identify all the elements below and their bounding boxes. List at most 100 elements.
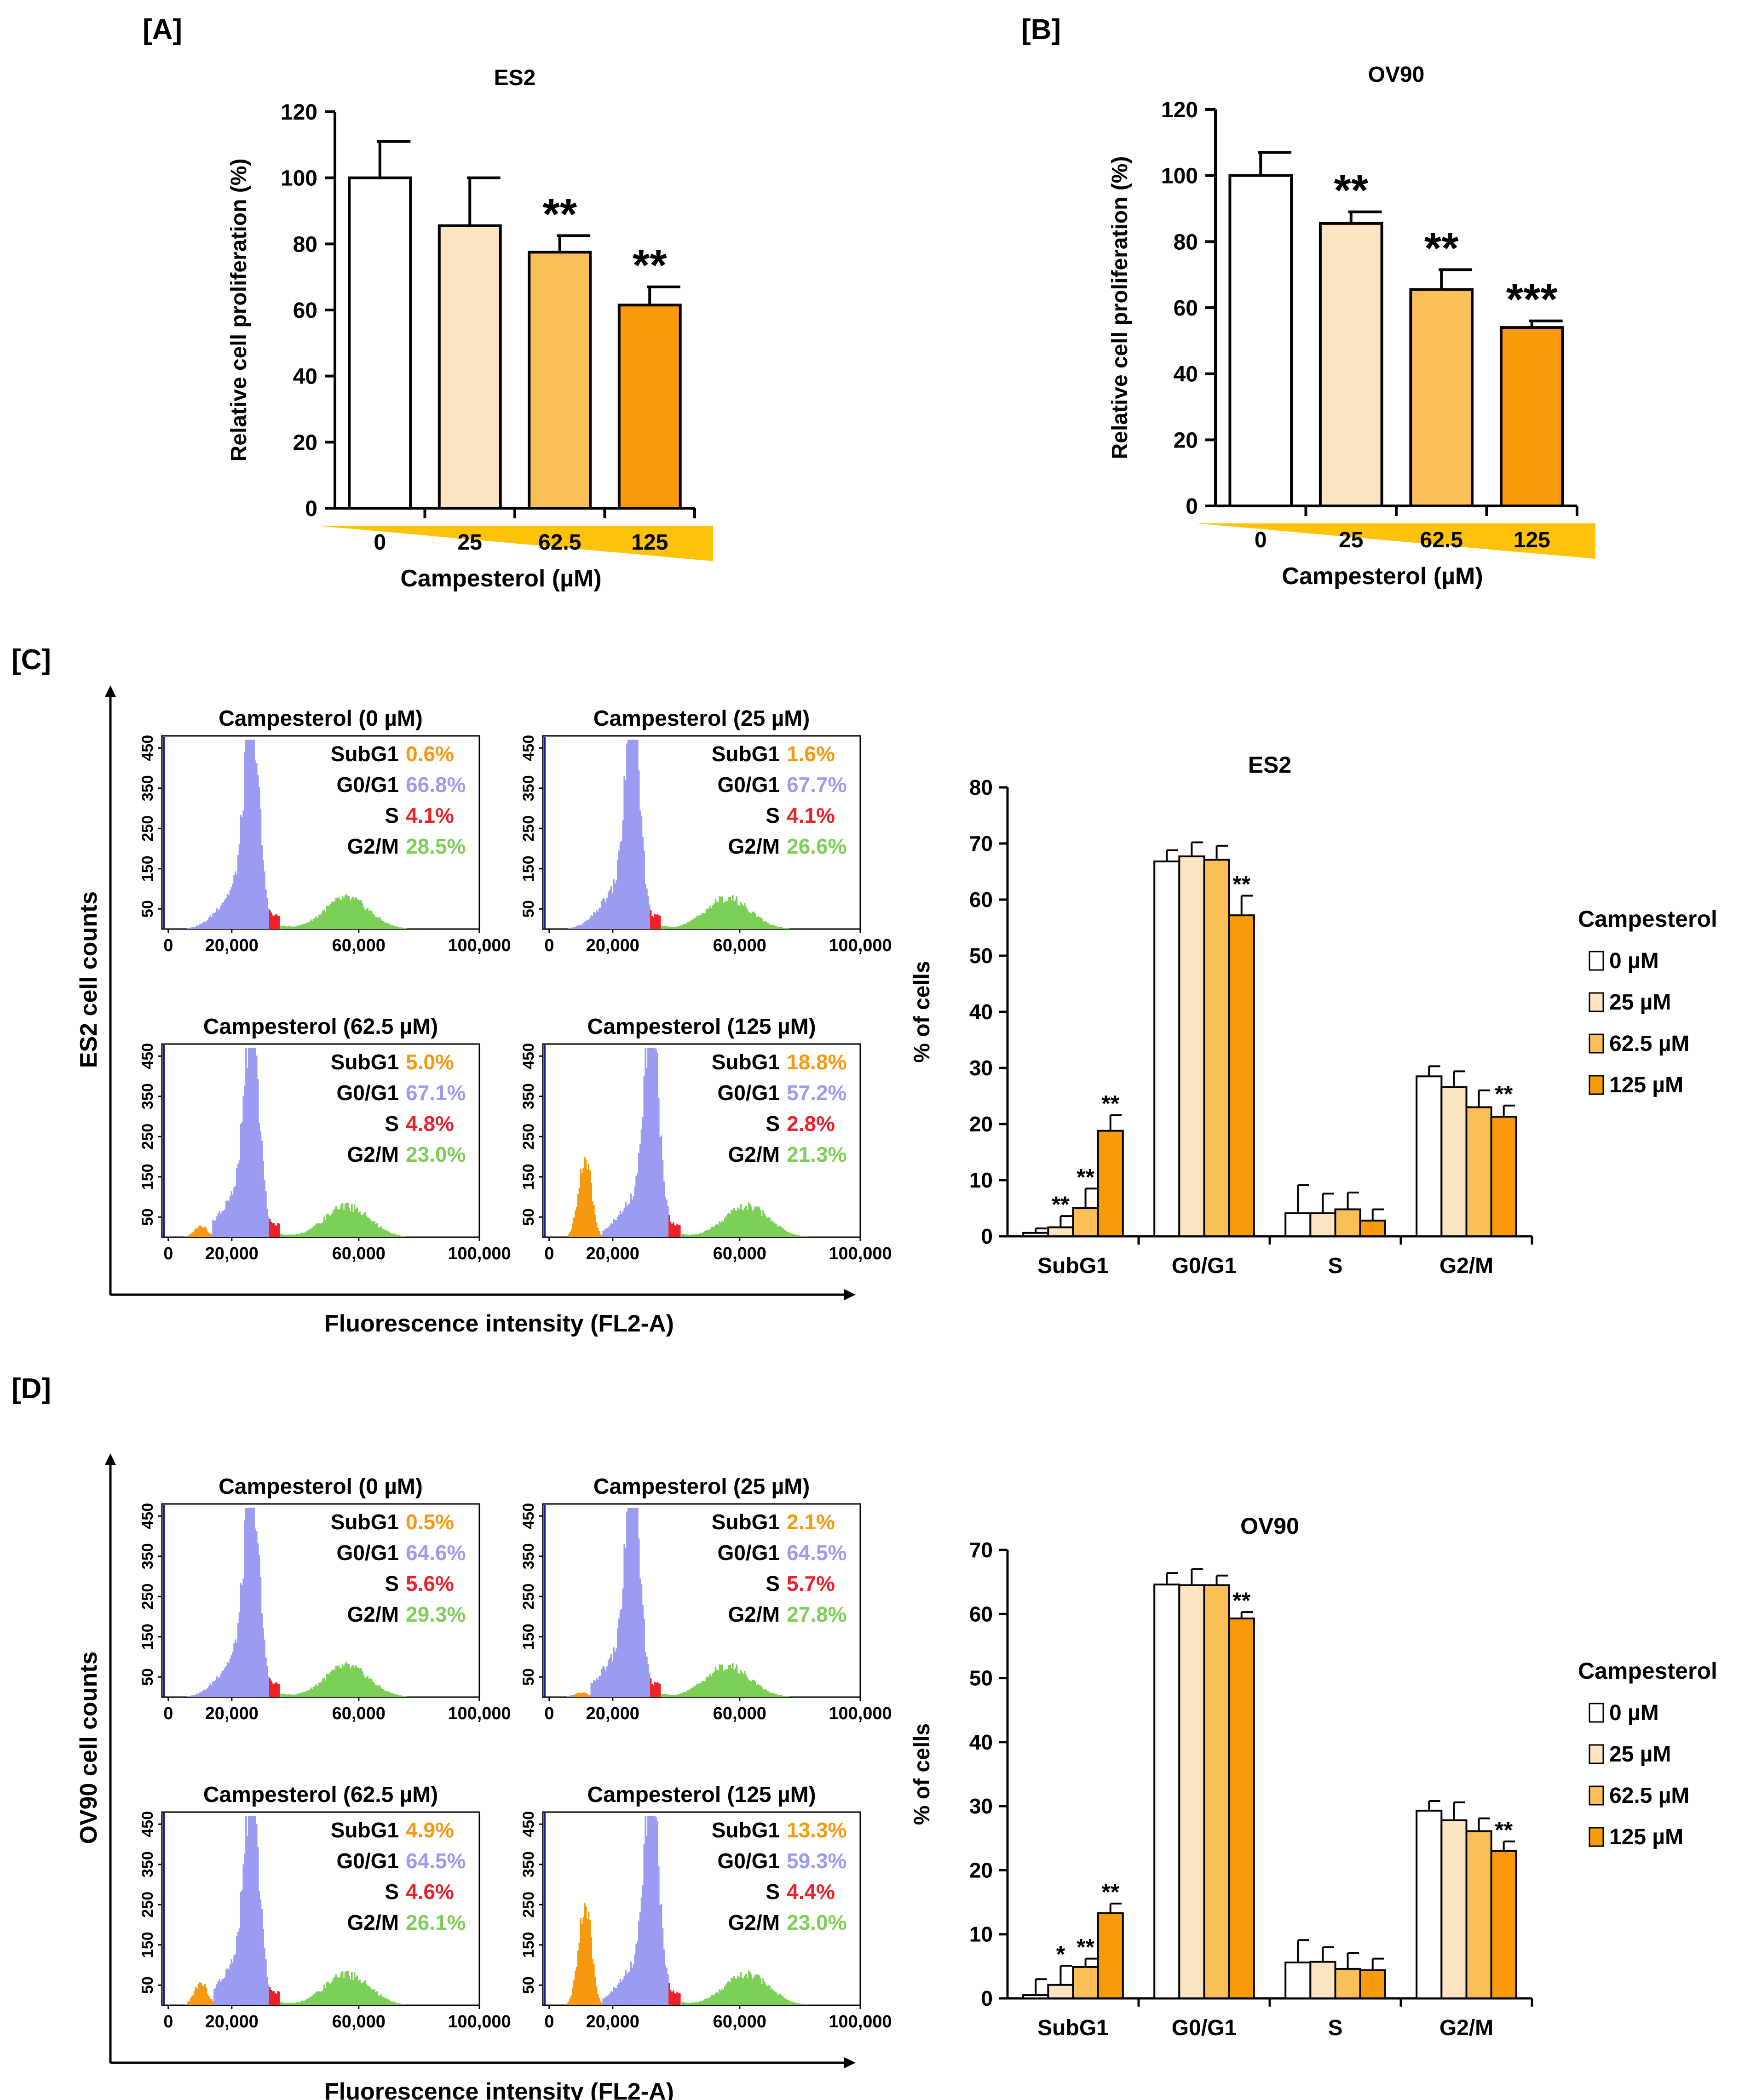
d-histogram-0-histogram-bin: [364, 1678, 366, 1697]
d-histogram-3-histogram-bin: [643, 1844, 645, 2005]
d-histogram-2-histogram-bin: [302, 2001, 304, 2005]
d-histogram-2-histogram-bin: [403, 2004, 404, 2005]
c-histogram-0-histogram-bin: [256, 763, 258, 929]
d-histogram-0-histogram-bin: [328, 1673, 330, 1697]
d-histogram-2-histogram-bin: [310, 1997, 312, 2005]
b-significance-3: ***: [1506, 275, 1558, 324]
d-histogram-1-histogram-bin: [614, 1651, 616, 1697]
c-histogram-2-histogram-bin: [244, 1086, 246, 1237]
d-histogram-3-histogram-bin: [740, 1972, 742, 2005]
c-histogram-0-histogram-bin: [230, 887, 232, 929]
d-histogram-3-y-tick-label: 250: [520, 1892, 537, 1918]
c-histogram-0-histogram-bin: [317, 918, 318, 929]
c-histogram-1-histogram-bin: [587, 920, 590, 929]
c-histogram-3-histogram-bin: [667, 1206, 669, 1237]
d-histogram-0-histogram-bin: [274, 1683, 276, 1697]
d-histogram-3-histogram-bin: [652, 1816, 655, 2005]
d-bar-bar-G0/G1-1: [1178, 1584, 1205, 2000]
d-histogram-2-stat-value: 4.6%: [406, 1880, 454, 1904]
d-histogram-1-histogram-bin: [658, 1683, 660, 1697]
c-histogram-1-histogram-bin: [702, 912, 703, 929]
d-bar-bar-G2/M-0: [1416, 1809, 1443, 1999]
d-histogram-1-histogram-bin: [748, 1679, 750, 1697]
c-histogram-1-histogram-bin: [674, 927, 676, 929]
d-bar-legend-title: Campesterol: [1578, 1658, 1717, 1684]
d-histogram-1-histogram-bin: [581, 1693, 583, 1697]
c-histogram-2-stat-value: 23.0%: [406, 1142, 466, 1166]
d-histogram-0-histogram-bin: [385, 1691, 387, 1697]
c-bar-y-tick-label: 20: [969, 1112, 993, 1136]
c-histogram-1-histogram-bin: [610, 886, 612, 929]
d-histogram-3-histogram-bin: [674, 1993, 676, 2005]
c-histogram-3-histogram-bin: [773, 1222, 775, 1237]
d-histogram-1-histogram-bin: [773, 1693, 775, 1697]
c-histogram-3-histogram-bin: [645, 1048, 646, 1237]
c-histogram-0-histogram-bin: [385, 923, 387, 929]
d-histogram-2-histogram-bin: [195, 1987, 197, 2005]
c-histogram-1-stat-value: 1.6%: [787, 742, 835, 766]
d-histogram-2-histogram-bin: [371, 1989, 373, 2005]
c-histogram-0-histogram-bin: [228, 895, 230, 929]
c-histogram-0-histogram-bin: [400, 927, 402, 929]
d-histogram-1-histogram-bin: [746, 1677, 748, 1697]
d-histogram-1-histogram-bin: [687, 1690, 689, 1697]
c-histogram-1-y-tick-label: 450: [520, 735, 537, 761]
d-histogram-1-histogram-bin: [598, 1675, 600, 1697]
d-histogram-0-histogram-bin: [230, 1655, 232, 1697]
c-histogram-2-histogram-bin: [269, 1219, 271, 1237]
d-histogram-3-histogram-bin: [748, 1970, 750, 2005]
d-histogram-2-histogram-bin: [269, 1987, 271, 2005]
d-histogram-1-histogram-bin: [704, 1681, 706, 1697]
d-histogram-2-histogram-bin: [334, 1977, 336, 2005]
c-histogram-2-histogram-bin: [384, 1229, 386, 1237]
c-histogram-0-histogram-bin: [299, 925, 301, 929]
d-histogram-0-histogram-bin: [187, 1696, 189, 1697]
a-y-tick-label: 100: [281, 166, 317, 191]
d-histogram-2-histogram-bin: [388, 1999, 390, 2005]
c-histogram-1-histogram-bin: [622, 820, 624, 929]
d-histogram-1-histogram-bin: [732, 1663, 734, 1697]
c-histogram-3-histogram-bin: [607, 1227, 610, 1237]
d-histogram-1-histogram-bin: [708, 1676, 710, 1697]
c-histogram-2-histogram-bin: [240, 1124, 242, 1237]
c-histogram-2-stat-label: S: [385, 1112, 399, 1136]
c-histogram-3-histogram-bin: [576, 1207, 578, 1237]
c-histogram-3-title: Campesterol (125 µM): [587, 1015, 816, 1039]
d-histogram-3-histogram-bin: [791, 2002, 793, 2005]
d-histogram-0-histogram-bin: [344, 1663, 346, 1697]
c-histogram-1-histogram-bin: [740, 901, 742, 929]
d-histogram-1-histogram-bin: [650, 1678, 652, 1697]
d-histogram-3-histogram-bin: [708, 1998, 710, 2005]
c-histogram-0-histogram-bin: [252, 740, 253, 929]
c-histogram-3-histogram-bin: [585, 1159, 587, 1237]
d-histogram-3-histogram-bin: [803, 2004, 805, 2005]
c-histogram-1-histogram-bin: [652, 917, 655, 929]
d-histogram-1-histogram-bin: [719, 1664, 720, 1697]
c-histogram-1-histogram-bin: [728, 897, 730, 929]
c-histogram-2-histogram-bin: [376, 1223, 378, 1237]
d-histogram-0-histogram-bin: [216, 1676, 218, 1697]
c-histogram-3-histogram-bin: [716, 1224, 718, 1237]
c-histogram-0-x-tick-label: 60,000: [332, 936, 386, 955]
c-histogram-3-histogram-bin: [720, 1222, 722, 1237]
d-histogram-2-histogram-bin: [351, 1972, 353, 2005]
d-bar-legend-label-1: 25 µM: [1609, 1742, 1671, 1767]
d-histogram-2-histogram-bin: [323, 1985, 325, 2005]
d-histogram-3-histogram-bin: [609, 1993, 611, 2005]
d-histogram-0-histogram-bin: [359, 1668, 361, 1697]
c-histogram-3-histogram-bin: [598, 1231, 600, 1237]
d-histogram-2-x-tick-label: 0: [163, 2012, 173, 2031]
c-histogram-1-histogram-bin: [618, 850, 620, 929]
d-histogram-0-histogram-bin: [400, 1695, 402, 1697]
c-histogram-0-histogram-bin: [381, 921, 383, 929]
d-histogram-1-histogram-bin: [720, 1664, 722, 1697]
d-histogram-3-histogram-bin: [709, 1997, 711, 2005]
c-histogram-3-histogram-bin: [699, 1234, 701, 1237]
d-histogram-3-histogram-bin: [580, 1918, 581, 2005]
c-histogram-3-histogram-bin: [692, 1234, 694, 1237]
c-histogram-3-histogram-bin: [798, 1235, 800, 1237]
c-histogram-0-histogram-bin: [339, 899, 341, 929]
c-histogram-3-stat-label: S: [766, 1112, 780, 1136]
d-histogram-2-histogram-bin: [254, 1816, 256, 2005]
d-histogram-3-histogram-bin: [750, 1974, 752, 2005]
